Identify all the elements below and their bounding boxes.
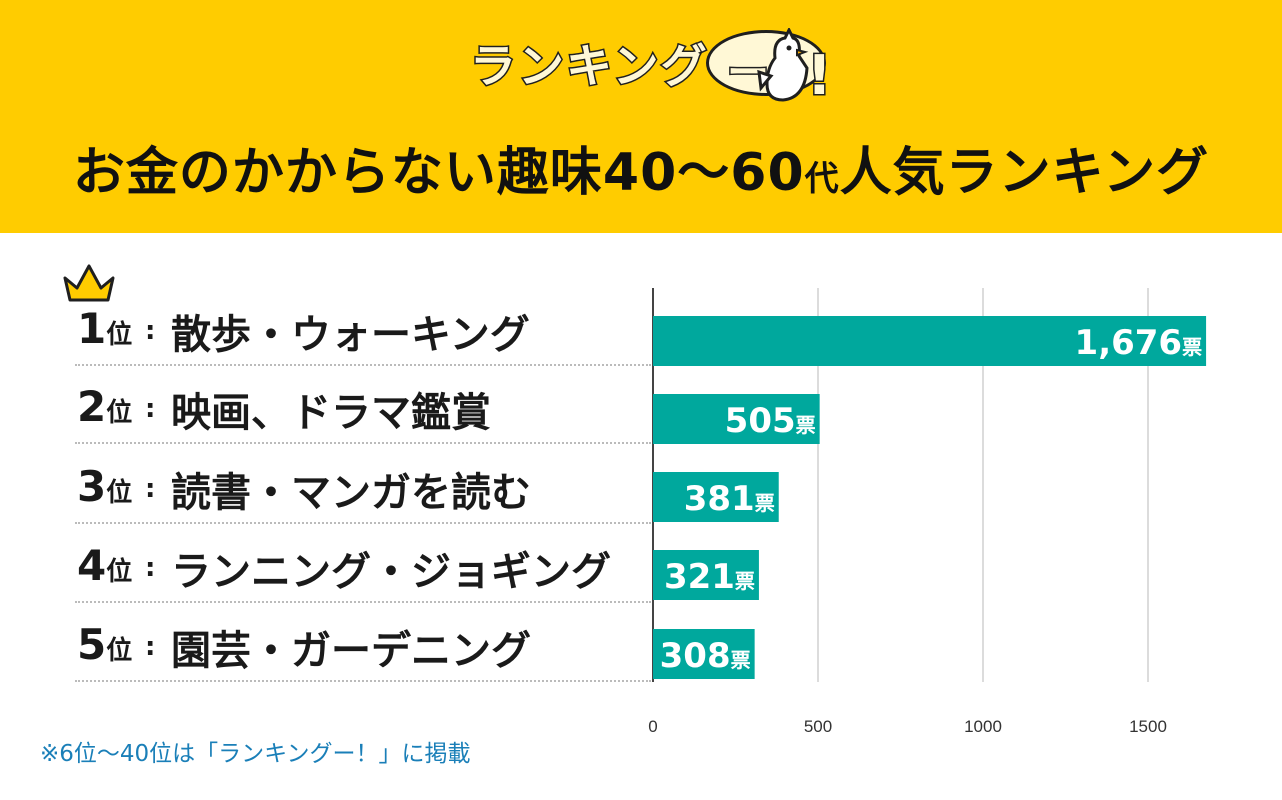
bar — [653, 316, 1207, 366]
rank-number: 2位 — [77, 382, 133, 431]
bar — [653, 629, 755, 679]
header-banner: ランキング ー ! お金のかからない趣味40〜60代人気ランキング — [0, 0, 1282, 233]
rank-number: 3位 — [77, 462, 133, 511]
rank-label: ランニング・ジョギング — [171, 549, 611, 595]
data-label: 381票 — [684, 479, 775, 519]
rank-row-5: 5位 : 園芸・ガーデニング — [75, 604, 651, 682]
data-label: 1,676票 — [1075, 323, 1203, 363]
rank-label: 読書・マンガを読む — [171, 470, 531, 516]
logo-text: ランキング — [469, 38, 709, 95]
ranking-goo-logo: ランキング ー ! — [469, 22, 833, 108]
ranking-bar-chart: 0 500 1000 1500 1,676票 505票 381票 321票 308票 — [648, 288, 1207, 736]
chicken-mascot-icon: ! — [757, 28, 833, 108]
rank-colon: : — [145, 474, 156, 504]
footnote: ※6位〜40位は「ランキングー！」に掲載 — [40, 741, 471, 767]
rank-number: 1位 — [77, 304, 133, 353]
data-label: 308票 — [660, 636, 751, 676]
title-small: 代 — [804, 159, 840, 199]
rank-colon: : — [145, 316, 156, 346]
rank-row-1: 1位 : 散歩・ウォーキング — [75, 288, 651, 366]
title-main-after: 人気ランキング — [839, 143, 1210, 203]
rank-label: 散歩・ウォーキング — [171, 312, 530, 358]
rank-number: 4位 — [77, 541, 133, 590]
bar — [653, 394, 820, 444]
rank-label: 園芸・ガーデニング — [171, 628, 531, 674]
x-tick-label: 500 — [804, 717, 832, 736]
rank-colon: : — [145, 394, 156, 424]
bar — [653, 472, 779, 522]
rank-colon: : — [145, 632, 156, 662]
rank-number: 5位 — [77, 620, 133, 669]
data-label: 321票 — [664, 557, 755, 597]
title-main-before: お金のかからない趣味40〜60 — [72, 143, 805, 203]
x-tick-label: 0 — [648, 717, 657, 736]
x-tick-label: 1000 — [964, 717, 1002, 736]
page-title: お金のかからない趣味40〜60代人気ランキング — [0, 130, 1282, 205]
x-tick-label: 1500 — [1129, 717, 1167, 736]
rank-row-4: 4位 : ランニング・ジョギング — [75, 525, 651, 603]
bar — [653, 550, 759, 600]
crown-icon — [63, 264, 115, 302]
rank-colon: : — [145, 553, 156, 583]
data-label: 505票 — [725, 401, 816, 441]
rank-label: 映画、ドラマ鑑賞 — [171, 390, 491, 436]
rank-row-3: 3位 : 読書・マンガを読む — [75, 446, 651, 524]
rank-row-2: 2位 : 映画、ドラマ鑑賞 — [75, 366, 651, 444]
logo-exclaim: ! — [807, 44, 832, 107]
